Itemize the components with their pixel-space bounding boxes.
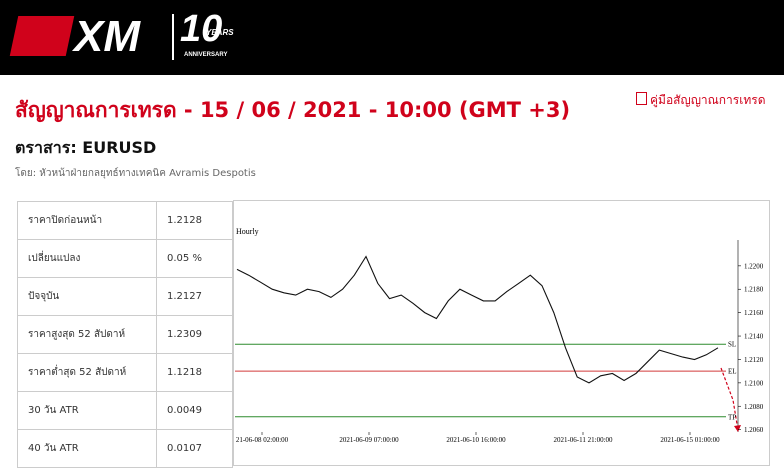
y-tick-label: 1.2120 [744,356,764,364]
level-label: EL [728,368,737,376]
anniversary: 10 [180,8,223,50]
stats-table: ราคาปิดก่อนหน้า 1.2128 เปลี่ยนแปลง 0.05 % ปั… [17,201,233,468]
chart: Hourly 1.2200 1.2180 1.2160 1.2140 1.2120 1.2… [233,200,770,466]
value-cell: 0.0107 [156,429,233,468]
logo: XM [74,12,140,61]
x-tick-label: 2021-06-15 01:00:00 [660,436,720,444]
y-tick-label: 1.2140 [744,333,764,341]
label-cell: ราคาปิดก่อนหน้า [17,201,157,240]
arrow-head [734,425,741,432]
guide-link-text[interactable]: คู่มือสัญญาณการเทรด [650,93,766,107]
level-label: SL [728,341,736,349]
price-line [236,255,719,384]
value-cell: 1.2128 [156,201,233,240]
y-tick-label: 1.2180 [744,286,764,294]
value-cell: 1.2309 [156,315,233,354]
value-cell: 0.0049 [156,391,233,430]
y-tick-label: 1.2160 [744,309,764,317]
anniversary-years: YEARS [206,28,234,37]
chart-title: Hourly [236,227,259,236]
label-cell: ราคาต่ำสุด 52 สัปดาห์ [17,353,157,392]
value-cell: 0.05 % [156,239,233,278]
x-tick-label: 2021-06-11 21:00:00 [553,436,613,444]
table-row: 40 วัน ATR 0.0107 [17,429,233,468]
y-tick-label: 1.2060 [744,426,764,434]
label-cell: 30 วัน ATR [17,391,157,430]
instrument: ตราสาร: EURUSD [15,138,157,157]
anniversary-caption: ANNIVERSARY [184,52,228,58]
table-row: 30 วัน ATR 0.0049 [17,391,233,430]
value-cell: 1.2127 [156,277,233,316]
logo-mark [9,16,75,56]
level-label: TP [728,413,736,421]
label-cell: ปัจจุบัน [17,277,157,316]
label-cell: เปลี่ยนแปลง [17,239,157,278]
header: XM 10 YEARS ANNIVERSARY [0,0,784,75]
table-row: ราคาสูงสุด 52 สัปดาห์ 1.2309 [17,315,233,354]
page-title: สัญญาณการเทรด - 15 / 06 / 2021 - 10:00 (… [15,98,571,122]
y-tick-label: 1.2200 [744,262,764,270]
x-tick-label: 2021-06-10 16:00:00 [446,436,506,444]
guide-link[interactable]: คู่มือสัญญาณการเทรด [636,91,766,110]
x-tick-label: 21-06-08 02:00:00 [236,436,289,444]
author: โดย: หัวหน้าฝ่ายกลยุทธ์ทางเทคนิค Avramis… [15,168,256,179]
label-cell: 40 วัน ATR [17,429,157,468]
target-arrow [720,367,739,431]
table-row: เปลี่ยนแปลง 0.05 % [17,239,233,278]
table-row: ปัจจุบัน 1.2127 [17,277,233,316]
y-tick-label: 1.2100 [744,379,764,387]
y-tick-label: 1.2080 [744,403,764,411]
table-row: ราคาปิดก่อนหน้า 1.2128 [17,201,233,240]
value-cell: 1.1218 [156,353,233,392]
label-cell: ราคาสูงสุด 52 สัปดาห์ [17,315,157,354]
table-row: ราคาต่ำสุด 52 สัปดาห์ 1.1218 [17,353,233,392]
x-tick-label: 2021-06-09 07:00:00 [339,436,399,444]
